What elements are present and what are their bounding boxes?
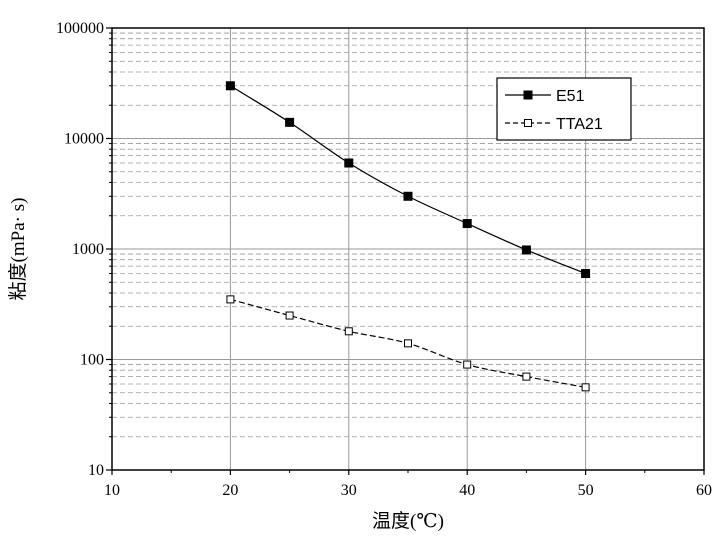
x-tick-label: 50 [578,482,594,499]
data-point [285,311,294,320]
legend-label: TTA21 [556,116,603,133]
data-point [521,245,531,255]
x-tick-label: 20 [222,482,238,499]
legend-box [496,77,632,141]
x-tick-label: 10 [104,482,120,499]
series-tta21 [226,295,590,392]
legend-label: E51 [556,88,585,105]
y-axis-title: 粘度(mPa· s) [7,198,29,301]
data-point [285,117,295,127]
grid [111,27,705,471]
x-tick-label: 30 [341,482,357,499]
data-point [226,295,235,304]
data-point [404,339,412,348]
data-point [581,383,590,392]
data-point [403,191,413,201]
y-axis: 10 100 1000 10000 100000 [56,20,112,479]
y-tick-label: 100 [80,352,104,369]
y-tick-label: 10000 [64,131,104,148]
y-tick-label: 1000 [72,241,104,258]
x-axis-title: 温度(℃) [372,510,444,532]
legend-marker [524,119,532,127]
data-point [462,219,472,229]
series-layer [225,81,591,392]
x-tick-label: 40 [459,482,475,499]
data-point [581,269,591,279]
data-point [344,158,354,168]
x-tick-label: 60 [696,482,712,499]
data-point [344,327,353,336]
legend-marker [523,90,533,100]
data-point [463,360,472,369]
x-axis: 10 20 30 40 50 60 [104,470,712,499]
series-e51 [225,81,591,279]
y-tick-label: 10 [88,462,104,479]
data-point [225,81,235,91]
y-tick-label: 100000 [56,20,104,37]
data-point [522,372,531,381]
legend: E51 TTA21 [496,77,632,141]
